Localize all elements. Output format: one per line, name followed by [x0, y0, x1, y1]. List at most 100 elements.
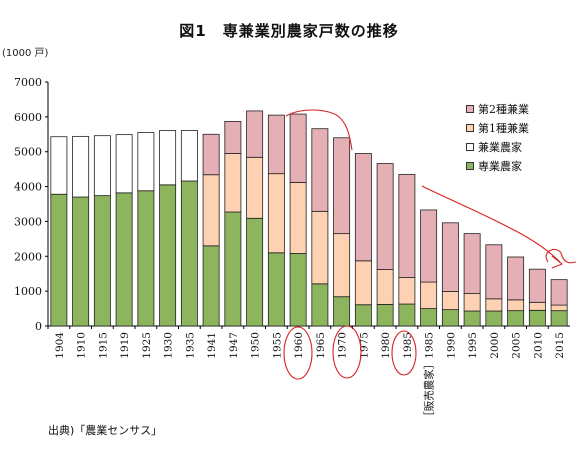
bar-segment-sengyo — [528, 309, 546, 327]
bar-segment-sengyo — [507, 310, 525, 327]
legend-item: 第1種兼業 — [466, 118, 529, 137]
bar-segment-kengyo — [93, 135, 111, 197]
red-annotation-circle — [391, 330, 417, 376]
legend-swatch — [466, 142, 474, 151]
bar-segment-dai1 — [311, 210, 329, 285]
legend-swatch — [466, 104, 474, 113]
legend-label: 兼業農家 — [478, 140, 522, 154]
bar-segment-dai1 — [376, 269, 394, 305]
x-tick-label: 1910 — [76, 332, 88, 359]
bar-segment-dai2 — [202, 133, 220, 176]
x-tick-label: 1915 — [97, 332, 109, 359]
y-tick-label: 4000 — [14, 181, 42, 194]
bar-segment-dai1 — [528, 301, 546, 311]
bar-segment-kengyo — [115, 134, 133, 194]
bar-segment-dai1 — [224, 153, 242, 213]
legend: 第2種兼業 第1種兼業 兼業農家 専業農家 — [466, 99, 529, 175]
bar-segment-dai1 — [202, 174, 220, 247]
x-tick-label: 1980 — [380, 332, 392, 359]
x-tick-label: 1950 — [250, 332, 262, 359]
bar-segment-dai1 — [441, 291, 459, 311]
bar-segment-dai2 — [246, 110, 264, 158]
x-tick-label: 1941 — [206, 332, 218, 359]
bar-segment-kengyo — [180, 130, 198, 182]
bar-segment-dai2 — [311, 128, 329, 212]
y-tick-label: 5000 — [14, 146, 42, 159]
bar-segment-dai2 — [333, 137, 351, 235]
bar-segment-sengyo — [420, 308, 438, 327]
bar-segment-dai2 — [224, 120, 242, 154]
bar-segment-sengyo — [224, 211, 242, 327]
bar-segment-dai1 — [354, 260, 372, 306]
bar-segment-sengyo — [267, 252, 285, 327]
bar-segment-dai2 — [507, 256, 525, 301]
y-tick-label: 1000 — [14, 285, 42, 298]
bar-segment-dai2 — [398, 173, 416, 278]
bar-segment-dai2 — [463, 233, 481, 294]
bar-segment-sengyo — [289, 253, 307, 327]
bar-segment-sengyo — [441, 309, 459, 327]
y-tick-label: 0 — [35, 320, 42, 333]
y-tick-label: 2000 — [14, 250, 42, 263]
bar-segment-dai1 — [507, 299, 525, 312]
x-tick-label: 2015 — [554, 332, 566, 359]
legend-label: 第1種兼業 — [478, 121, 529, 135]
x-tick-label: 1904 — [54, 332, 66, 359]
y-tick-label: 6000 — [14, 111, 42, 124]
bar-segment-dai1 — [267, 173, 285, 254]
x-tick-label: 1925 — [141, 332, 153, 359]
x-tick-label: 1955 — [271, 332, 283, 359]
x-tick-label: 2000 — [489, 332, 501, 359]
red-annotation-stroke — [285, 109, 353, 151]
bar-segment-kengyo — [50, 136, 68, 195]
bar-segment-kengyo — [159, 130, 177, 186]
bar-segment-dai2 — [550, 279, 568, 306]
x-tick-label: ［販売農家］1985 — [423, 332, 436, 422]
bar-segment-dai1 — [289, 181, 307, 254]
bar-segment-sengyo — [246, 217, 264, 327]
x-tick-label: 1965 — [315, 332, 327, 359]
red-annotation-stroke — [421, 185, 561, 263]
y-tick-label: 3000 — [14, 215, 42, 228]
bar-segment-dai1 — [246, 156, 264, 219]
bar-segment-dai2 — [267, 114, 285, 175]
bar-segment-dai1 — [485, 298, 503, 312]
chart-title: 図1 専兼業別農家戸数の推移 — [179, 22, 399, 40]
bar-segment-sengyo — [354, 304, 372, 327]
bar-segment-kengyo — [137, 132, 155, 192]
bar-segment-sengyo — [485, 310, 503, 327]
bar-segment-dai1 — [420, 281, 438, 309]
x-tick-label: 1930 — [163, 332, 175, 359]
bar-segment-sengyo — [376, 303, 394, 327]
y-tick-label: 7000 — [14, 76, 42, 89]
bar-segment-sengyo — [180, 180, 198, 327]
bar-segment-dai2 — [485, 244, 503, 300]
bar-segment-sengyo — [550, 310, 568, 327]
x-tick-label: 1985 — [402, 332, 414, 359]
bar-segment-sengyo — [159, 184, 177, 327]
legend-label: 第2種兼業 — [478, 102, 529, 116]
bar-segment-dai1 — [333, 233, 351, 298]
bar-segment-dai1 — [398, 277, 416, 305]
bar-segment-dai2 — [289, 113, 307, 183]
bar-segment-sengyo — [137, 190, 155, 327]
bar-segment-dai1 — [550, 304, 568, 312]
bar-segment-sengyo — [311, 283, 329, 327]
bar-segment-sengyo — [202, 245, 220, 327]
bar-segment-sengyo — [72, 196, 90, 327]
source-note: 出典)「農業センサス」 — [48, 424, 163, 437]
x-tick-label: 1919 — [119, 332, 131, 359]
bar-segment-dai2 — [354, 153, 372, 262]
legend-swatch — [466, 161, 474, 170]
bar-segment-dai2 — [441, 222, 459, 292]
bar-segment-kengyo — [72, 135, 90, 198]
unit-label: (1000 戸) — [2, 48, 49, 59]
x-tick-label: 1960 — [293, 332, 305, 359]
bar-segment-sengyo — [463, 310, 481, 327]
bar-segment-sengyo — [93, 195, 111, 327]
bar-segment-dai2 — [528, 268, 546, 303]
x-tick-label: 1970 — [337, 332, 349, 359]
bar-segment-sengyo — [333, 296, 351, 327]
bar-segment-dai1 — [463, 293, 481, 312]
